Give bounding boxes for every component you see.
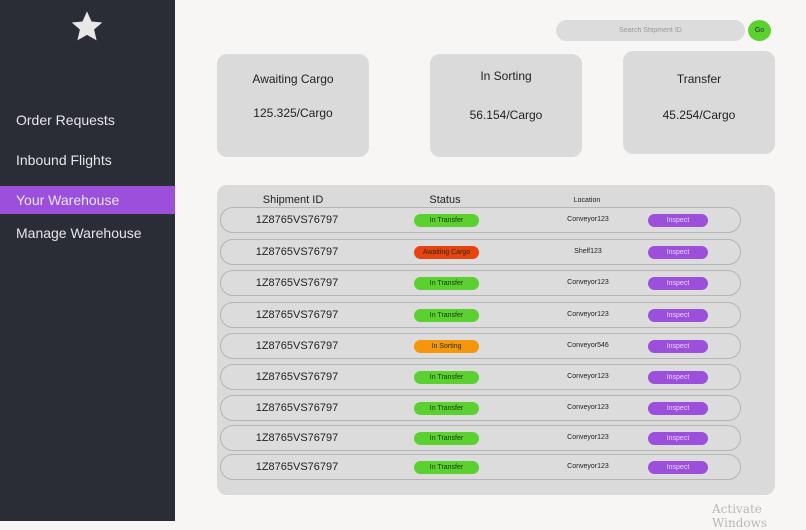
location: Conveyor123 [567, 434, 609, 441]
inspect-button[interactable]: Inspect [648, 340, 708, 353]
shipment-id: 1Z8765VS76797 [255, 309, 339, 321]
table-row: 1Z8765VS76797 In Transfer Conveyor123 In… [220, 207, 741, 233]
table-row: 1Z8765VS76797 In Transfer Conveyor123 In… [220, 395, 741, 421]
shipment-id: 1Z8765VS76797 [255, 246, 339, 258]
search-input[interactable] [556, 20, 745, 41]
location: Conveyor123 [567, 279, 609, 286]
sidebar: Order Requests Inbound Flights Your Wareho… [0, 0, 175, 521]
status-badge: In Transfer [414, 277, 479, 290]
sidebar-item-label: Order Requests [16, 112, 115, 128]
shipment-id: 1Z8765VS76797 [255, 402, 339, 414]
location: Conveyor123 [567, 311, 609, 318]
status-badge: In Transfer [414, 432, 479, 445]
sidebar-item-inbound-flights[interactable]: Inbound Flights [0, 146, 175, 174]
card-value: 56.154/Cargo [469, 108, 543, 122]
sidebar-item-label: Manage Warehouse [16, 225, 142, 241]
inspect-button[interactable]: Inspect [648, 461, 708, 474]
shipment-id: 1Z8765VS76797 [255, 277, 339, 289]
status-badge: In Transfer [414, 371, 479, 384]
header-status: Status [429, 194, 461, 206]
sidebar-item-label: Inbound Flights [16, 152, 112, 168]
header-location: Location [573, 197, 601, 204]
activate-windows-watermark: Activate Windows [712, 502, 768, 530]
card-title: In Sorting [480, 69, 532, 83]
location: Conveyor123 [567, 216, 609, 223]
sidebar-item-your-warehouse[interactable]: Your Warehouse [0, 186, 175, 214]
header-shipment-id: Shipment ID [262, 194, 324, 206]
sidebar-item-manage-warehouse[interactable]: Manage Warehouse [0, 219, 175, 247]
location: Conveyor123 [567, 404, 609, 411]
shipment-id: 1Z8765VS76797 [255, 461, 339, 473]
shipments-table: Shipment ID Status Location 1Z8765VS7679… [217, 185, 775, 495]
inspect-button[interactable]: Inspect [648, 246, 708, 259]
card-title: Transfer [676, 72, 722, 86]
sidebar-item-order-requests[interactable]: Order Requests [0, 106, 175, 134]
table-row: 1Z8765VS76797 Awaiting Cargo Shelf123 In… [220, 239, 741, 265]
table-row: 1Z8765VS76797 In Transfer Conveyor123 In… [220, 454, 741, 480]
table-row: 1Z8765VS76797 In Transfer Conveyor123 In… [220, 364, 741, 390]
table-row: 1Z8765VS76797 In Transfer Conveyor123 In… [220, 270, 741, 296]
inspect-button[interactable]: Inspect [648, 371, 708, 384]
card-transfer: Transfer 45.254/Cargo [623, 51, 775, 154]
location: Shelf123 [574, 248, 602, 255]
table-row: 1Z8765VS76797 In Sorting Conveyor546 Ins… [220, 333, 741, 359]
card-title: Awaiting Cargo [252, 72, 334, 86]
status-badge: In Transfer [414, 309, 479, 322]
status-badge: In Transfer [414, 402, 479, 415]
table-row: 1Z8765VS76797 In Transfer Conveyor123 In… [220, 302, 741, 328]
go-button[interactable]: Go [748, 20, 771, 41]
inspect-button[interactable]: Inspect [648, 277, 708, 290]
table-row: 1Z8765VS76797 In Transfer Conveyor123 In… [220, 425, 741, 451]
card-value: 125.325/Cargo [253, 106, 333, 120]
inspect-button[interactable]: Inspect [648, 402, 708, 415]
inspect-button[interactable]: Inspect [648, 309, 708, 322]
status-badge: Awaiting Cargo [414, 246, 479, 259]
shipment-id: 1Z8765VS76797 [255, 432, 339, 444]
shipment-id: 1Z8765VS76797 [255, 214, 339, 226]
sidebar-item-label: Your Warehouse [16, 192, 120, 208]
status-badge: In Transfer [414, 214, 479, 227]
inspect-button[interactable]: Inspect [648, 214, 708, 227]
location: Conveyor123 [567, 463, 609, 470]
shipment-id: 1Z8765VS76797 [255, 371, 339, 383]
card-value: 45.254/Cargo [662, 108, 736, 122]
card-in-sorting: In Sorting 56.154/Cargo [430, 54, 582, 157]
location: Conveyor123 [567, 373, 609, 380]
status-badge: In Transfer [414, 461, 479, 474]
shipment-id: 1Z8765VS76797 [255, 340, 339, 352]
inspect-button[interactable]: Inspect [648, 432, 708, 445]
location: Conveyor546 [567, 342, 609, 349]
status-badge: In Sorting [414, 340, 479, 353]
star-icon[interactable] [70, 10, 104, 44]
card-awaiting-cargo: Awaiting Cargo 125.325/Cargo [217, 54, 369, 157]
